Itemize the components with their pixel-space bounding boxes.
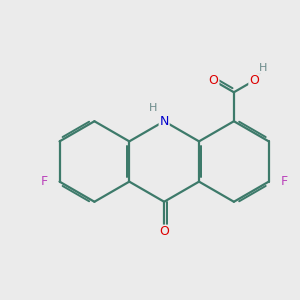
Text: N: N <box>160 115 169 128</box>
Text: F: F <box>41 175 48 188</box>
Text: H: H <box>149 103 158 113</box>
Text: O: O <box>249 74 259 87</box>
Text: O: O <box>159 226 169 238</box>
Text: H: H <box>259 63 267 73</box>
Text: F: F <box>280 175 288 188</box>
Text: O: O <box>209 74 219 87</box>
